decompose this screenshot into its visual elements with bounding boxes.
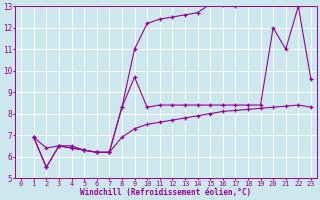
X-axis label: Windchill (Refroidissement éolien,°C): Windchill (Refroidissement éolien,°C) xyxy=(80,188,252,197)
